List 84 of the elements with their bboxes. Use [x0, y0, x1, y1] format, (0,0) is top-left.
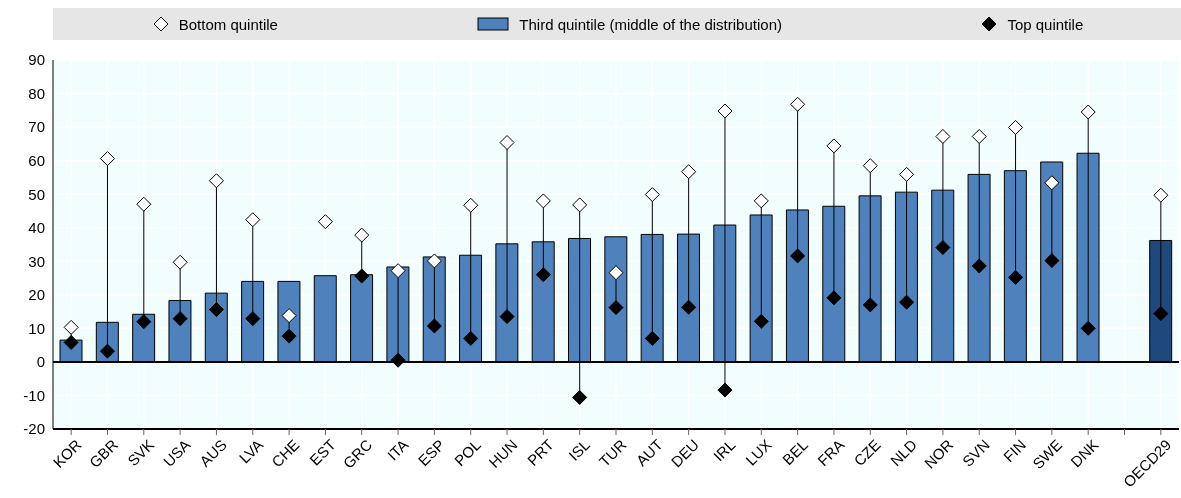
y-tick-label: 70 — [28, 118, 45, 136]
point — [899, 166, 915, 182]
x-tick-label: FRA — [814, 435, 848, 470]
point — [99, 151, 115, 167]
legend-label: Bottom quintile — [178, 15, 278, 33]
legend-label: Third quintile (middle of the distribution) — [519, 15, 782, 33]
x-tick-label: NLD — [886, 435, 921, 470]
point — [1008, 269, 1024, 285]
y-tick-label: 90 — [28, 51, 45, 69]
point — [717, 382, 733, 398]
point — [608, 265, 624, 281]
point — [971, 258, 987, 274]
x-tick-label: TUR — [595, 435, 630, 470]
x-tick-label: USA — [159, 435, 194, 470]
point — [390, 263, 406, 279]
point — [172, 311, 188, 327]
y-tick-label: -10 — [23, 386, 45, 404]
point — [354, 268, 370, 284]
x-tick-label: ISL — [565, 435, 594, 464]
y-tick-label: 30 — [28, 252, 45, 270]
point — [753, 193, 769, 209]
point — [899, 294, 915, 310]
point — [862, 158, 878, 174]
y-tick-label: 40 — [28, 219, 45, 237]
point — [681, 299, 697, 315]
point — [426, 253, 442, 269]
point — [463, 197, 479, 213]
point — [717, 103, 733, 119]
x-tick-label: POL — [450, 435, 485, 470]
point — [99, 343, 115, 359]
point — [426, 318, 442, 334]
point — [826, 290, 842, 306]
legend-label: Top quintile — [1007, 15, 1084, 33]
point — [753, 313, 769, 329]
point — [1008, 119, 1024, 135]
point — [862, 297, 878, 313]
point — [971, 128, 987, 144]
point — [317, 214, 333, 230]
y-tick-label: 20 — [28, 286, 45, 304]
point — [499, 309, 515, 325]
point — [790, 248, 806, 264]
point — [245, 311, 261, 327]
point — [1153, 306, 1169, 322]
point — [644, 187, 660, 203]
y-tick-label: 10 — [28, 319, 45, 337]
point — [935, 128, 951, 144]
point — [1153, 187, 1169, 203]
point — [63, 319, 79, 335]
point — [535, 267, 551, 283]
point — [572, 197, 588, 213]
y-tick-label: -20 — [23, 420, 45, 438]
x-tick-label: ITA — [383, 435, 412, 464]
point — [1044, 175, 1060, 191]
point — [208, 302, 224, 318]
x-tick-label: LVA — [235, 435, 267, 467]
point — [608, 300, 624, 316]
x-tick-label: FIN — [999, 435, 1029, 466]
point — [463, 330, 479, 346]
point — [245, 212, 261, 228]
point — [354, 227, 370, 243]
point — [281, 328, 297, 344]
point — [136, 314, 152, 330]
x-tick-label: BEL — [778, 435, 812, 468]
point — [681, 164, 697, 180]
y-tick-label: 60 — [28, 151, 45, 169]
point — [935, 240, 951, 256]
point — [499, 135, 515, 151]
point — [281, 308, 297, 324]
point — [1044, 253, 1060, 269]
point — [208, 173, 224, 189]
point — [826, 138, 842, 154]
point — [1080, 104, 1096, 120]
point — [172, 254, 188, 270]
point — [136, 196, 152, 212]
point — [390, 352, 406, 368]
x-tick-label: IRL — [709, 435, 739, 465]
point — [644, 330, 660, 346]
point — [790, 96, 806, 112]
point — [535, 193, 551, 209]
y-tick-label: 0 — [36, 353, 45, 371]
y-tick-label: 50 — [28, 185, 45, 203]
y-tick-label: 80 — [28, 84, 45, 102]
point — [1080, 320, 1096, 336]
point — [572, 389, 588, 405]
